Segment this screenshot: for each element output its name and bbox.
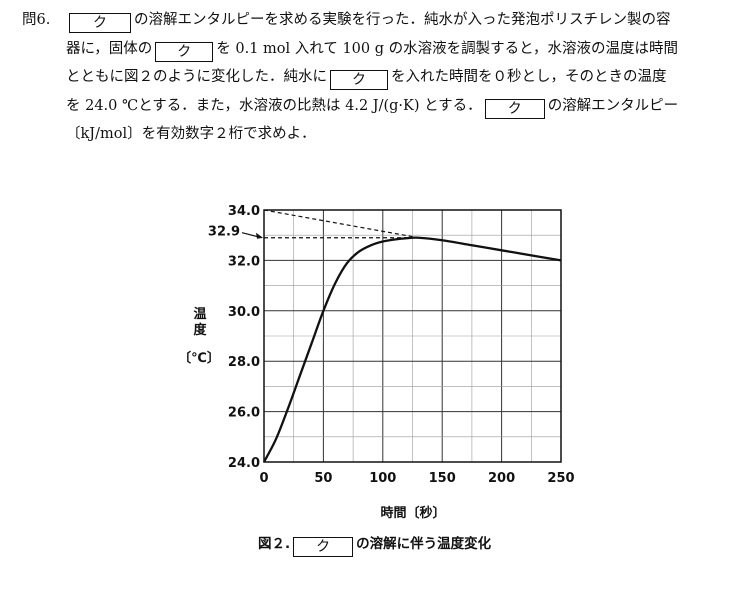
question-text-4b: の溶解エンタルピー [547, 97, 679, 114]
x-tick-label: 200 [488, 471, 515, 486]
y-tick-label: 24.0 [228, 456, 260, 471]
x-tick-label: 100 [369, 471, 396, 486]
question-line-2: 器に，固体のクを 0.1 mol 入れて 100 g の水溶液を調製すると，水溶… [22, 35, 722, 64]
question-text-4a: を 24.0 ℃とする．また，水溶液の比熱は 4.2 J/(g·K) とする． [66, 97, 482, 114]
annotation-label: 32.9 [208, 225, 240, 240]
extrapolation-line [263, 209, 419, 239]
question-line-4: を 24.0 ℃とする．また，水溶液の比熱は 4.2 J/(g·K) とする．ク… [22, 92, 722, 121]
answer-box: ク [484, 98, 545, 119]
question-text-5: 〔kJ/mol〕を有効数字２桁で求めよ． [66, 126, 316, 142]
question-line-1: 問6. クの溶解エンタルピーを求める実験を行った．純水が入った発泡ポリスチレン製の… [22, 6, 722, 35]
y-tick-label: 34.0 [228, 204, 260, 219]
chart-grid [263, 209, 562, 463]
y-tick-label: 32.0 [228, 254, 260, 269]
answer-box: ク [293, 537, 354, 557]
figure-number: 図２. [258, 536, 291, 552]
answer-box: ク [330, 70, 388, 90]
x-tick-label: 50 [314, 471, 332, 486]
x-tick-label: 150 [429, 471, 456, 486]
question-text-3a: とともに図２のように変化した．純水に [66, 69, 327, 85]
x-tick-label: 250 [547, 471, 574, 486]
answer-box: ク [155, 41, 214, 62]
y-axis-label-char-1: 温 [193, 307, 206, 322]
y-axis-label-char-2: 度 [193, 322, 207, 338]
question-number: 問6. [22, 12, 51, 28]
temperature-curve [262, 236, 562, 463]
chart-annotations: 32.9 [208, 209, 419, 240]
question-line-5: 〔kJ/mol〕を有効数字２桁で求めよ． [22, 120, 722, 149]
answer-box: ク [69, 13, 131, 33]
figure-caption-text: の溶解に伴う温度変化 [356, 536, 492, 552]
y-tick-label: 28.0 [228, 355, 260, 370]
question-text-3b: を入れた時間を０秒とし，そのときの温度 [391, 69, 667, 85]
question-line-3: とともに図２のように変化した．純水にクを入れた時間を０秒とし，そのときの温度 [22, 63, 722, 92]
question-text: 問6. クの溶解エンタルピーを求める実験を行った．純水が入った発泡ポリスチレン製の… [22, 6, 722, 149]
figure-caption: 図２. クの溶解に伴う温度変化 [258, 532, 491, 557]
plot-frame [263, 209, 562, 463]
x-axis-label: 時間〔秒〕 [380, 505, 445, 521]
x-tick-label: 0 [259, 471, 268, 486]
y-tick-label: 30.0 [228, 305, 260, 320]
y-axis-label-unit: 〔℃〕 [178, 350, 220, 366]
y-tick-label: 26.0 [228, 406, 260, 421]
annotation-arrow-head [256, 232, 263, 239]
chart-ticks: 0 50 100 150 200 250 24.0 26.0 28.0 30.0 32.0 34.0 [228, 204, 575, 486]
question-text-2a: 器に，固体の [66, 40, 153, 57]
question-text-2b: を 0.1 mol 入れて 100 g の水溶液を調製すると，水溶液の温度は時間 [216, 40, 679, 57]
question-text-1: の溶解エンタルピーを求める実験を行った．純水が入った発泡ポリスチレン製の容 [134, 12, 671, 28]
